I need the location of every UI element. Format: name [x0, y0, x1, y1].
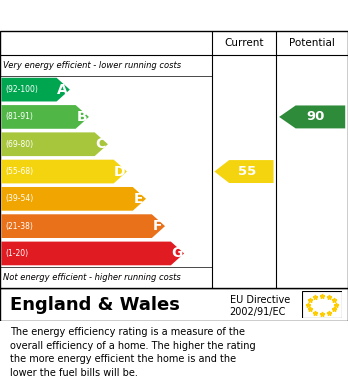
- Text: Potential: Potential: [289, 38, 335, 48]
- Text: 2002/91/EC: 2002/91/EC: [230, 307, 286, 317]
- Text: (69-80): (69-80): [6, 140, 34, 149]
- Text: (21-38): (21-38): [6, 222, 33, 231]
- Text: Energy Efficiency Rating: Energy Efficiency Rating: [60, 7, 288, 25]
- Text: The energy efficiency rating is a measure of the
overall efficiency of a home. T: The energy efficiency rating is a measur…: [10, 327, 256, 378]
- Text: (1-20): (1-20): [6, 249, 29, 258]
- Text: 55: 55: [238, 165, 256, 178]
- Text: Current: Current: [224, 38, 264, 48]
- Polygon shape: [1, 105, 89, 129]
- Polygon shape: [1, 133, 108, 156]
- Text: (92-100): (92-100): [6, 85, 38, 94]
- Text: B: B: [76, 110, 87, 124]
- Text: (81-91): (81-91): [6, 113, 33, 122]
- Text: Not energy efficient - higher running costs: Not energy efficient - higher running co…: [3, 273, 181, 282]
- Polygon shape: [1, 78, 70, 102]
- Polygon shape: [279, 106, 345, 128]
- Text: 90: 90: [307, 110, 325, 124]
- Text: (39-54): (39-54): [6, 194, 34, 203]
- Text: England & Wales: England & Wales: [10, 296, 180, 314]
- Text: A: A: [57, 83, 68, 97]
- Text: D: D: [114, 165, 125, 179]
- Text: C: C: [95, 137, 106, 151]
- Polygon shape: [214, 160, 274, 183]
- Text: (55-68): (55-68): [6, 167, 34, 176]
- Polygon shape: [1, 214, 165, 238]
- Text: E: E: [134, 192, 143, 206]
- Polygon shape: [1, 160, 127, 183]
- Text: Very energy efficient - lower running costs: Very energy efficient - lower running co…: [3, 61, 181, 70]
- Polygon shape: [1, 187, 146, 211]
- Polygon shape: [1, 242, 184, 265]
- Text: F: F: [153, 219, 163, 233]
- Text: EU Directive: EU Directive: [230, 295, 290, 305]
- Text: G: G: [171, 246, 182, 260]
